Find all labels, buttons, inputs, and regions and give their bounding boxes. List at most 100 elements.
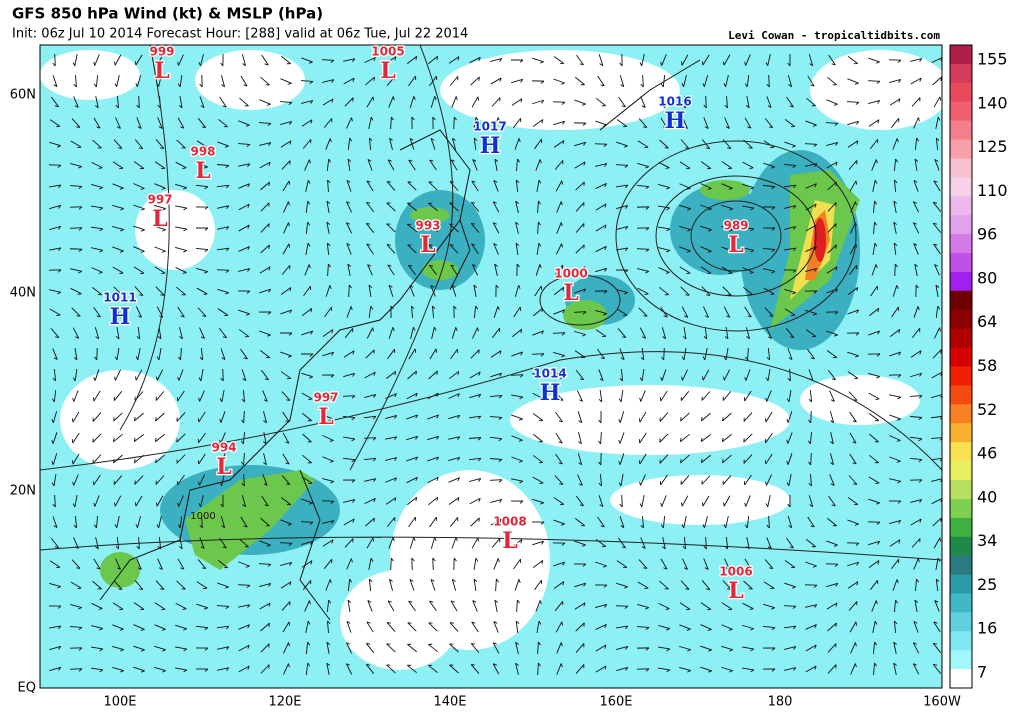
wind-arrow [893,620,898,634]
wind-arrow [555,180,563,192]
wind-arrow [468,437,482,441]
wind-arrow [742,183,754,190]
wind-arrow [388,284,394,297]
wind-arrow [619,348,625,360]
wind-arrow [534,579,543,591]
wind-arrow [914,263,918,276]
wind-arrow [92,580,102,590]
wind-arrow [133,412,144,422]
wind-arrow [197,411,206,423]
wind-arrow [343,436,356,442]
wind-arrow [511,519,524,525]
wind-arrow [343,372,356,378]
wind-arrow [238,183,250,189]
wind-arrow [49,625,62,630]
wind-arrow [385,414,398,420]
wind-arrow [830,453,834,466]
wind-arrow [469,56,481,64]
wind-arrow [639,327,647,339]
wind-arrow [280,351,292,358]
wind-arrow [196,268,208,274]
wind-arrow [847,309,860,315]
wind-arrow [574,582,587,588]
wind-arrow [787,75,793,88]
wind-arrow [595,163,608,167]
wind-arrow [868,413,880,422]
wind-arrow [347,599,352,612]
wind-arrow [616,184,629,189]
wind-arrow [388,578,394,591]
wind-arrow [552,101,566,105]
pressure-value: 1016 [658,95,691,109]
wind-arrow [745,347,749,361]
wind-arrow [70,268,83,274]
wind-arrow [69,185,83,189]
wind-arrow [472,327,479,339]
wind-arrow [915,578,920,592]
wind-arrow [134,495,143,507]
wind-arrow [366,243,374,255]
wind-arrow [280,371,292,380]
wind-arrow [346,306,353,318]
wind-arrow [826,350,838,359]
wind-arrow [387,600,395,612]
wind-arrow [850,222,857,234]
wind-arrow [808,495,814,508]
wind-arrow [827,517,837,527]
wind-arrow [216,247,230,252]
wind-arrow [618,389,624,403]
wind-arrow [827,643,837,653]
wind-arrow [411,116,415,130]
wind-arrow [893,641,898,654]
colorbar-swatch [950,328,972,349]
wind-arrow [388,327,395,339]
wind-arrow [451,96,458,108]
pressure-symbol: H [480,133,501,159]
wind-arrow [597,75,605,87]
wind-arrow [327,263,331,277]
wind-arrow [198,369,204,382]
wind-arrow [301,372,313,379]
wind-arrow [679,602,691,611]
wind-arrow [175,667,188,673]
wind-arrow [762,647,776,651]
wind-arrow [846,101,860,105]
wind-arrow [407,643,417,653]
wind-arrow [302,580,312,590]
wind-arrow [932,201,942,212]
wind-arrow [52,516,58,529]
wind-arrow [721,666,733,673]
wind-arrow [451,137,457,150]
wind-arrow [914,599,919,612]
wind-arrow [681,306,689,318]
wind-arrow [764,432,773,444]
wind-arrow [513,117,522,129]
wind-arrow [681,516,687,529]
wind-arrow [618,474,624,487]
wind-arrow [492,201,500,213]
wind-arrow [241,473,245,487]
wind-arrow [279,332,293,336]
wind-arrow [784,667,797,671]
wind-arrow [868,560,880,568]
wind-arrow [322,478,335,484]
wind-arrow [913,243,919,255]
wind-arrow [112,645,124,652]
wind-arrow [872,242,878,255]
wind-arrow [532,119,544,127]
wind-arrow [366,537,375,549]
wind-arrow [50,328,60,338]
wind-arrow [389,137,393,150]
wind-arrow [805,644,817,652]
wind-arrow [216,625,230,630]
wind-arrow [595,224,607,232]
wind-arrow [636,248,650,252]
wind-arrow [386,643,396,653]
colorbar-swatch [950,82,972,103]
wind-arrow [598,410,602,424]
wind-arrow [431,326,437,339]
wind-arrow [849,180,858,192]
wind-arrow [492,642,500,654]
wind-arrow [386,223,396,233]
